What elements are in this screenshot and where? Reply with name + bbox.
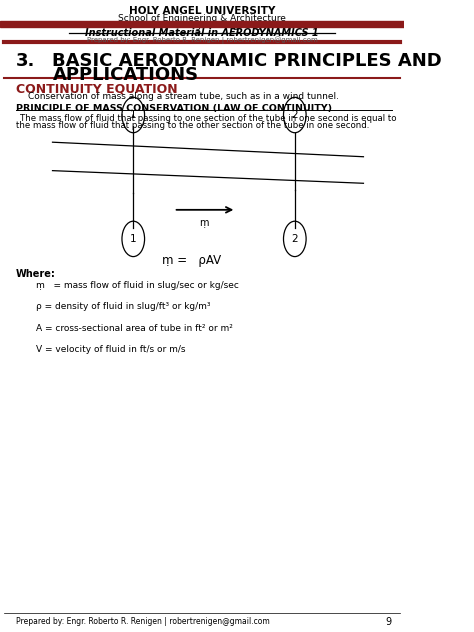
Text: A = cross-sectional area of tube in ft² or m²: A = cross-sectional area of tube in ft² … xyxy=(36,324,233,332)
Text: ρ = density of fluid in slug/ft³ or kg/m³: ρ = density of fluid in slug/ft³ or kg/m… xyxy=(36,302,211,311)
Text: Prepared by: Engr. Roberto R. Renigen | robertrenigen@gmail.com: Prepared by: Engr. Roberto R. Renigen | … xyxy=(16,617,270,626)
Text: School of Engineering & Architecture: School of Engineering & Architecture xyxy=(118,14,286,23)
Text: The mass flow of fluid that passing to one section of the tube in one second is : The mass flow of fluid that passing to o… xyxy=(20,114,397,123)
Text: 3.: 3. xyxy=(16,52,36,70)
Text: Aeronautical Engineering Program: Aeronautical Engineering Program xyxy=(124,21,280,30)
Text: Prepared by: Engr. Roberto R. Renigen | robertrenigen@gmail.com: Prepared by: Engr. Roberto R. Renigen | … xyxy=(87,37,317,44)
Text: 2: 2 xyxy=(292,234,298,244)
Text: V = velocity of fluid in ft/s or m/s: V = velocity of fluid in ft/s or m/s xyxy=(36,345,186,354)
Text: ṃ   = mass flow of fluid in slug/sec or kg/sec: ṃ = mass flow of fluid in slug/sec or kg… xyxy=(36,281,239,289)
Text: the mass flow of fluid that passing to the other section of the tube in one seco: the mass flow of fluid that passing to t… xyxy=(16,121,370,130)
Text: ṃ: ṃ xyxy=(199,217,209,227)
Text: 9: 9 xyxy=(386,617,392,627)
Text: PRINCIPLE OF MASS CONSERVATION (LAW OF CONTINUITY): PRINCIPLE OF MASS CONSERVATION (LAW OF C… xyxy=(16,104,332,112)
Text: Where:: Where: xyxy=(16,269,56,279)
Text: 1: 1 xyxy=(130,234,137,244)
Text: ṃ =   ρAV: ṃ = ρAV xyxy=(162,254,221,267)
Bar xyxy=(0,21,404,27)
Text: CONTINUITY EQUATION: CONTINUITY EQUATION xyxy=(16,82,178,95)
Text: BASIC AERODYNAMIC PRINCIPLES AND: BASIC AERODYNAMIC PRINCIPLES AND xyxy=(53,52,442,70)
Text: 2: 2 xyxy=(292,110,298,120)
Text: APPLICATIONS: APPLICATIONS xyxy=(53,66,199,84)
Text: Conservation of mass along a stream tube, such as in a wind tunnel.: Conservation of mass along a stream tube… xyxy=(28,92,339,101)
Text: Instructional Material in AERODYNAMICS 1: Instructional Material in AERODYNAMICS 1 xyxy=(85,28,319,38)
Text: 1: 1 xyxy=(130,110,137,120)
Text: HOLY ANGEL UNIVERSITY: HOLY ANGEL UNIVERSITY xyxy=(129,6,275,16)
